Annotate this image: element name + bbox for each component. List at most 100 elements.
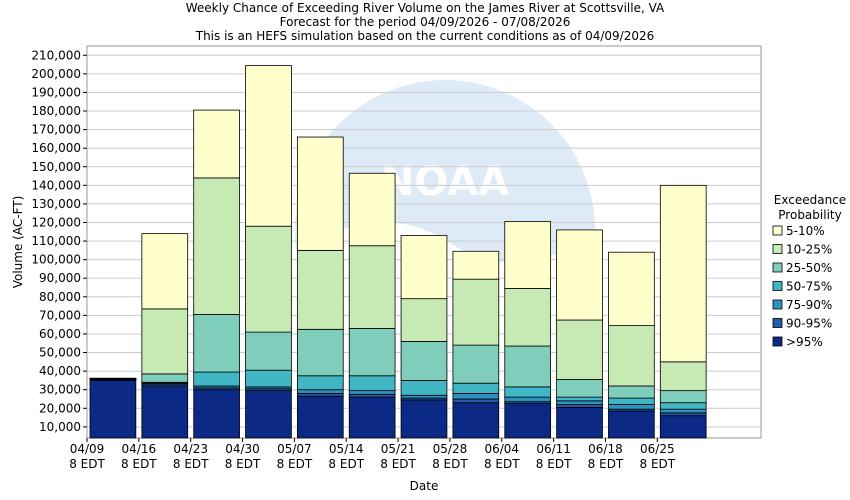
y-tick-label: 20,000 [39,401,81,415]
x-tick-sublabel: 8 EDT [69,457,105,471]
bar-segment [608,404,655,410]
bar-segment [348,245,396,329]
bar-segment [556,396,603,402]
bar-segment [659,361,707,392]
legend-swatch [772,244,783,254]
bar-segment [556,406,603,439]
y-tick-label: 40,000 [39,364,81,378]
bar-segment [452,393,500,400]
legend-title-line-2: Probability [778,208,841,222]
bar-segment [556,379,603,398]
y-axis-label: Volume (AC-FT) [11,196,25,289]
x-tick-label: 04/23 [173,442,208,456]
x-tick-label: 04/09 [70,442,105,456]
legend-entry: 25-50% [786,261,832,275]
bar-segment [141,233,189,310]
x-tick-sublabel: 8 EDT [277,457,313,471]
legend-swatch [772,225,783,236]
bar-segment [504,403,552,439]
bar-segment [452,278,500,346]
bar-segment [296,249,344,330]
y-tick-label: 60,000 [39,327,81,341]
legend-entry: 5-10% [786,224,825,238]
bar-segment [348,396,396,439]
bar-segment [452,402,500,439]
y-tick-label: 140,000 [31,178,81,192]
bar-segment [504,345,552,388]
legend-swatch [772,299,783,310]
bar-segment [608,397,655,405]
bar-segment [348,390,396,395]
bar-segment [296,393,344,397]
bar-segment [608,385,655,399]
legend-entry: 90-95% [786,317,832,331]
y-tick-label: 30,000 [39,383,81,397]
bar-segment [296,328,344,377]
y-tick-label: 210,000 [31,48,81,62]
x-tick-label: 06/25 [640,442,675,456]
x-tick-label: 05/07 [277,442,312,456]
bar-segment [245,225,292,333]
y-tick-label: 180,000 [31,104,81,118]
bar-segment [400,399,448,439]
bar-segment [400,298,448,342]
chart-subtitle-period: Forecast for the period 04/09/2026 - 07/… [280,15,571,29]
bar-segment [452,398,500,404]
bar-segment [659,408,707,414]
y-tick-label: 130,000 [31,197,81,211]
y-tick-label: 190,000 [31,85,81,99]
bar-segment [452,344,500,384]
x-tick-label: 04/30 [225,442,260,456]
bars [89,65,707,439]
y-tick-label: 110,000 [31,234,81,248]
bar-segment [193,109,240,179]
legend: Exceedance Probability 5-10% 10-25% 25-50%… [772,193,846,349]
y-tick-label: 150,000 [31,160,81,174]
bar-segment [608,251,655,327]
bar-segment [400,394,448,399]
bar-segment [556,319,603,380]
bar-segment [89,380,137,439]
bar-segment [245,369,292,388]
bar-segment [659,390,707,404]
y-axis-ticks: 10,000 20,000 30,000 40,000 50,000 60,000 70,0… [31,48,87,434]
x-tick-sublabel: 8 EDT [225,457,261,471]
chart-subtitle-simulation: This is an HEFS simulation based on the … [195,29,655,43]
bar-segment [193,177,240,315]
x-tick-label: 05/21 [381,442,416,456]
bar-segment [452,382,500,394]
legend-title-line-1: Exceedance [774,193,846,207]
y-tick-label: 10,000 [39,420,81,434]
bar-segment [193,314,240,373]
bar-segment [659,412,707,417]
bar-segment [504,288,552,347]
bar-segment [556,229,603,321]
x-tick-sublabel: 8 EDT [432,457,468,471]
bar-segment [659,402,707,410]
x-tick-label: 06/04 [484,442,519,456]
y-tick-label: 100,000 [31,253,81,267]
bar-segment [348,375,396,392]
bar-segment [348,327,396,377]
bar-segment [504,221,552,289]
bar-segment [348,393,396,398]
x-tick-label: 06/11 [536,442,571,456]
legend-swatch [772,336,783,347]
chart-title: Weekly Chance of Exceeding River Volume … [186,1,665,15]
legend-entry: 10-25% [786,243,832,257]
svg-text:NOAA: NOAA [381,159,509,205]
bar-segment [400,235,448,300]
bar-segment [245,65,292,227]
bar-segment [245,331,292,371]
bar-segment [504,386,552,398]
x-tick-sublabel: 8 EDT [328,457,364,471]
bar-segment [608,325,655,387]
y-tick-label: 80,000 [39,290,81,304]
bar-segment [400,340,448,381]
bar-segment [452,250,500,280]
y-tick-label: 120,000 [31,215,81,229]
bar-segment [400,380,448,396]
legend-entry: 75-90% [786,298,832,312]
